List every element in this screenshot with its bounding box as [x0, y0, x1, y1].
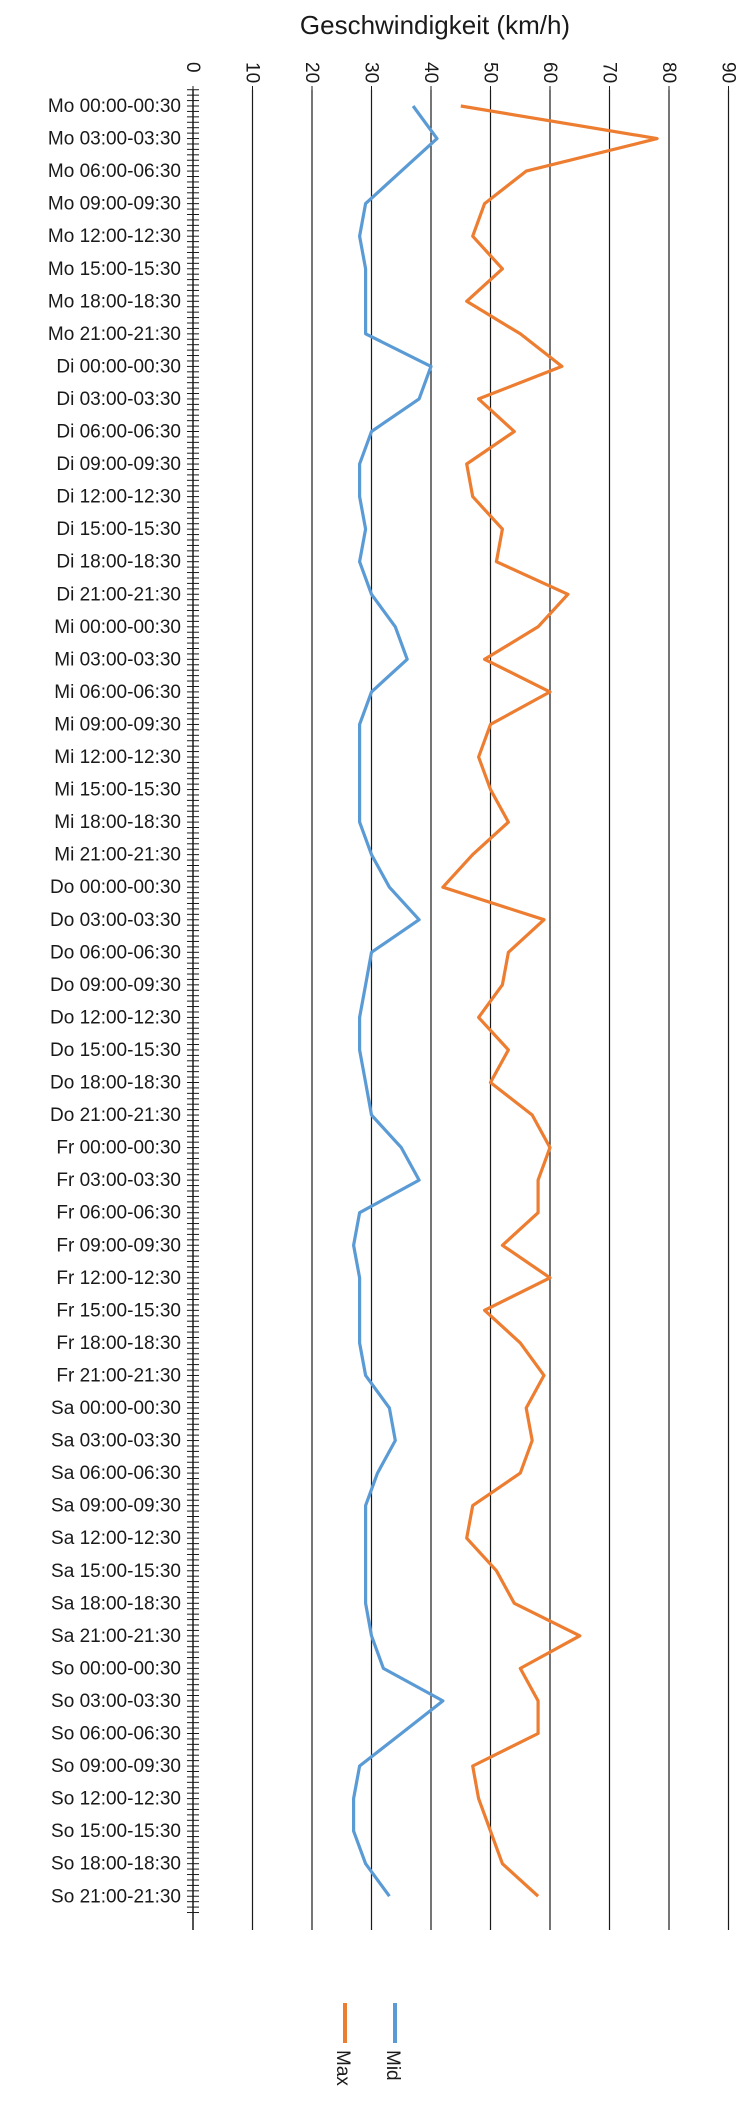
category-label: Fr 03:00-03:30	[56, 1170, 181, 1191]
category-label: Mi 18:00-18:30	[54, 812, 181, 833]
category-label: Mi 09:00-09:30	[54, 714, 181, 735]
category-label: So 21:00-21:30	[51, 1886, 181, 1907]
category-label: Mo 21:00-21:30	[48, 324, 181, 345]
category-label: Di 09:00-09:30	[56, 454, 181, 475]
category-label: Mo 03:00-03:30	[48, 129, 181, 150]
category-label: Sa 12:00-12:30	[51, 1528, 181, 1549]
category-label: Mi 15:00-15:30	[54, 780, 181, 801]
category-label: So 18:00-18:30	[51, 1854, 181, 1875]
category-label: Sa 21:00-21:30	[51, 1626, 181, 1647]
x-tick-label: 90	[718, 62, 739, 83]
category-label: Fr 09:00-09:30	[56, 1235, 181, 1256]
x-tick-label: 20	[301, 62, 322, 83]
category-label: Di 21:00-21:30	[56, 584, 181, 605]
series-line-mid	[352, 105, 445, 1898]
category-label: Do 03:00-03:30	[50, 910, 181, 931]
category-label: Sa 15:00-15:30	[51, 1561, 181, 1582]
category-label: Do 21:00-21:30	[50, 1105, 181, 1126]
category-label: So 09:00-09:30	[51, 1756, 181, 1777]
category-label: Mo 06:00-06:30	[48, 161, 181, 182]
legend-max-label: Max	[332, 2050, 353, 2086]
category-label: Mo 09:00-09:30	[48, 194, 181, 215]
x-tick-label: 0	[182, 62, 203, 73]
category-label: So 06:00-06:30	[51, 1724, 181, 1745]
category-label: Do 09:00-09:30	[50, 975, 181, 996]
category-label: Di 00:00-00:30	[56, 356, 181, 377]
category-label: Sa 18:00-18:30	[51, 1593, 181, 1614]
category-label: Mo 15:00-15:30	[48, 259, 181, 280]
x-tick-labels: 0 10 20 30 40 50 60 70 80 90	[182, 62, 739, 83]
legend-mid-label: Mid	[382, 2050, 403, 2081]
category-label: Di 18:00-18:30	[56, 552, 181, 573]
category-label: Fr 00:00-00:30	[56, 1138, 181, 1159]
x-tick-label: 80	[658, 62, 679, 83]
category-labels: Mo 00:00-00:30 Mo 03:00-03:30 Mo 06:00-06:…	[48, 96, 181, 1907]
x-tick-label: 10	[242, 62, 263, 83]
x-tick-label: 50	[480, 62, 501, 83]
x-axis-title: Geschwindigkeit (km/h)	[300, 10, 570, 40]
category-label: Sa 00:00-00:30	[51, 1398, 181, 1419]
x-tick-label: 70	[599, 62, 620, 83]
category-label: So 15:00-15:30	[51, 1821, 181, 1842]
category-label: Sa 03:00-03:30	[51, 1431, 181, 1452]
category-label: Di 12:00-12:30	[56, 487, 181, 508]
x-tick-label: 40	[420, 62, 441, 83]
category-label: Fr 15:00-15:30	[56, 1300, 181, 1321]
category-label: So 00:00-00:30	[51, 1658, 181, 1679]
x-tick-label: 30	[361, 62, 382, 83]
category-label: So 12:00-12:30	[51, 1789, 181, 1810]
category-label: Mo 18:00-18:30	[48, 291, 181, 312]
category-label: Sa 09:00-09:30	[51, 1496, 181, 1517]
category-label: Di 15:00-15:30	[56, 519, 181, 540]
series-lines	[352, 104, 659, 1898]
category-label: Do 15:00-15:30	[50, 1040, 181, 1061]
category-label: Mi 21:00-21:30	[54, 845, 181, 866]
gridlines	[251, 90, 730, 1930]
category-label: Fr 12:00-12:30	[56, 1268, 181, 1289]
category-label: Mo 12:00-12:30	[48, 226, 181, 247]
category-label: Mi 03:00-03:30	[54, 649, 181, 670]
legend: Mid Max	[332, 2003, 403, 2086]
category-label: Mi 12:00-12:30	[54, 747, 181, 768]
category-label: Fr 06:00-06:30	[56, 1203, 181, 1224]
category-label: Mi 06:00-06:30	[54, 682, 181, 703]
category-axis	[187, 86, 729, 1930]
series-line-max	[441, 104, 659, 1898]
category-label: Fr 18:00-18:30	[56, 1333, 181, 1354]
category-label: Fr 21:00-21:30	[56, 1365, 181, 1386]
category-label: Di 06:00-06:30	[56, 422, 181, 443]
category-label: Di 03:00-03:30	[56, 389, 181, 410]
category-label: So 03:00-03:30	[51, 1691, 181, 1712]
category-label: Do 12:00-12:30	[50, 1007, 181, 1028]
category-label: Mo 00:00-00:30	[48, 96, 181, 117]
category-label: Do 18:00-18:30	[50, 1073, 181, 1094]
x-tick-label: 60	[539, 62, 560, 83]
category-label: Do 06:00-06:30	[50, 942, 181, 963]
category-label: Sa 06:00-06:30	[51, 1463, 181, 1484]
category-label: Mi 00:00-00:30	[54, 617, 181, 638]
category-label: Do 00:00-00:30	[50, 877, 181, 898]
